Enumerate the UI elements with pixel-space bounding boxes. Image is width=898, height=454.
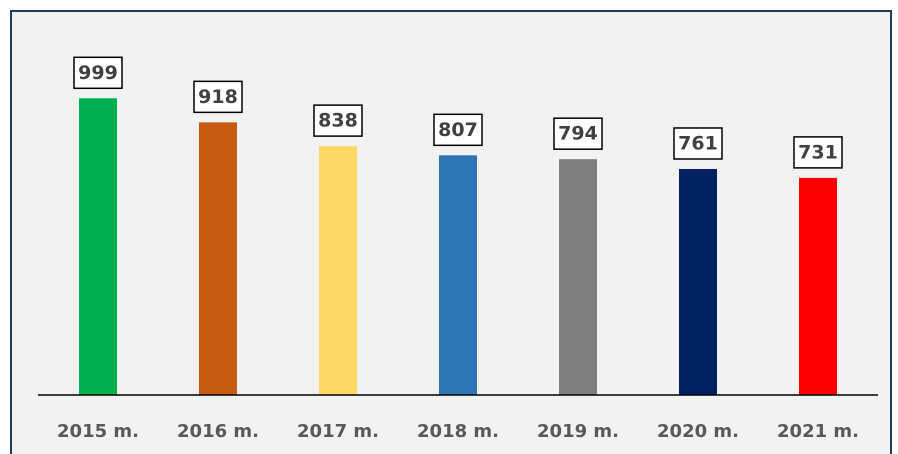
bar [199,122,237,395]
value-label-box [673,127,723,160]
x-tick-label: 2020 m. [657,421,739,442]
value-label-box [793,136,843,169]
x-tick-label: 2021 m. [777,421,859,442]
value-label-box [313,104,363,137]
value-label: 761 [678,132,718,154]
value-label-box [553,117,603,150]
value-label-box [73,56,123,90]
value-label: 794 [558,123,598,145]
bar [559,159,597,395]
bar [79,98,117,395]
bar [799,177,837,395]
value-label-box [193,80,243,114]
bar [319,146,357,395]
x-tick-label: 2015 m. [57,421,139,442]
value-label: 918 [198,86,238,108]
value-label: 731 [798,141,838,163]
value-label-box [433,113,483,147]
x-tick-label: 2017 m. [297,421,379,442]
x-tick-label: 2016 m. [177,421,259,442]
value-label: 999 [78,62,118,84]
x-tick-label: 2018 m. [417,421,499,442]
value-label: 807 [438,119,478,141]
x-tick-label: 2019 m. [537,421,619,442]
bar [679,168,717,395]
value-label: 838 [318,110,358,132]
bar [439,155,477,395]
